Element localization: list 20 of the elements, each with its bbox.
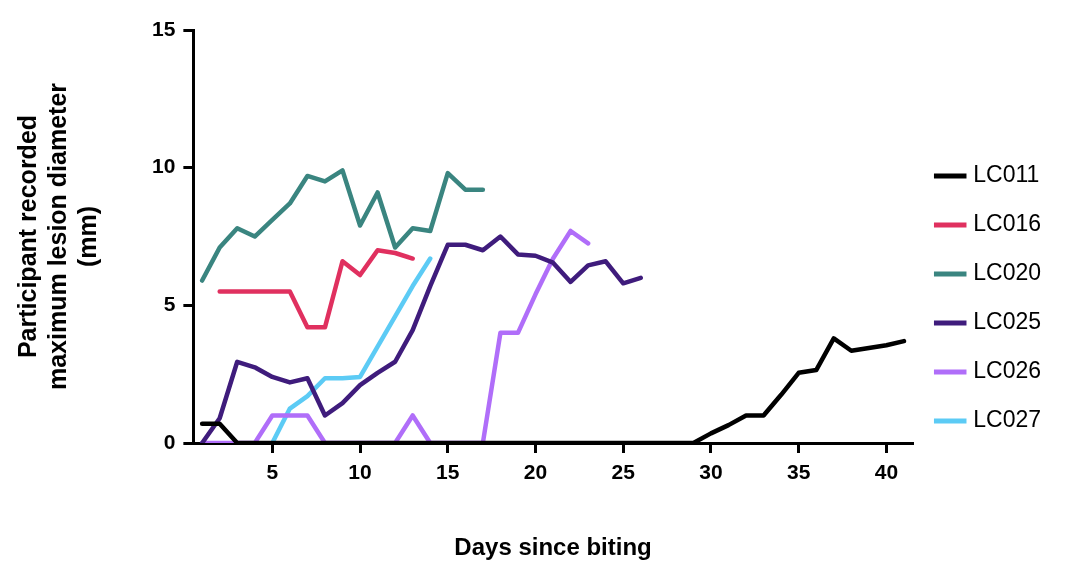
- y-axis-title: Participant recorded maximum lesion diameter (mm): [12, 82, 101, 391]
- y-tick-label: 10: [152, 154, 176, 178]
- legend-label: LC026: [973, 357, 1042, 384]
- legend-label: LC027: [973, 406, 1042, 433]
- x-tick-label: 15: [436, 460, 460, 484]
- x-tick-label: 40: [874, 460, 899, 484]
- x-tick-label: 35: [787, 460, 811, 484]
- x-axis-title: Days since biting: [454, 533, 652, 561]
- x-tick-label: 30: [699, 460, 723, 484]
- x-tick-label: 10: [348, 460, 372, 484]
- x-tick-label: 5: [266, 460, 279, 484]
- y-tick-label: 5: [163, 292, 176, 316]
- y-tick-label: 15: [152, 16, 176, 40]
- legend-label: LC025: [973, 308, 1042, 335]
- x-tick-label: 25: [611, 460, 636, 484]
- legend-label: LC016: [973, 210, 1042, 237]
- legend-label: LC011: [973, 161, 1040, 188]
- x-tick-label: 20: [523, 460, 548, 484]
- legend-label: LC020: [973, 259, 1042, 286]
- y-tick-label: 0: [163, 429, 176, 453]
